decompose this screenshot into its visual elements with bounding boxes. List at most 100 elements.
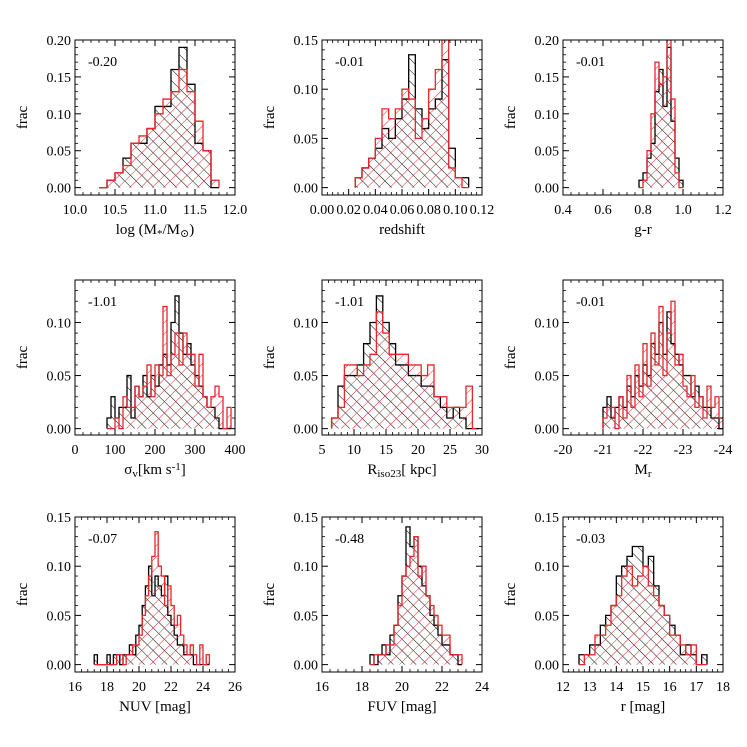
bar — [175, 333, 179, 429]
bar — [119, 654, 123, 665]
y-tick-label: 0.15 — [535, 511, 560, 526]
bar — [455, 177, 462, 188]
bar — [635, 364, 639, 429]
bar — [446, 635, 450, 665]
bar — [430, 605, 434, 665]
bar — [623, 418, 627, 429]
bar — [627, 375, 631, 429]
bar — [331, 418, 338, 429]
bar — [193, 654, 197, 665]
panel-5: 5 10 15 20 25 30 0.00 0.05 0.10 frac Riso23[ kpc] -… — [262, 279, 489, 480]
bar — [440, 396, 447, 429]
bar — [111, 396, 115, 429]
x-tick-label: 26 — [228, 680, 242, 695]
series-red — [579, 565, 707, 666]
bar — [177, 615, 181, 665]
bar — [363, 364, 370, 429]
bar — [147, 128, 155, 188]
panel-6: -20 -21 -22 -23 -24 0.00 0.05 0.10 frac Mr -0.01 — [503, 279, 732, 480]
bar — [655, 62, 659, 188]
panel-7: 16 18 20 22 24 26 0.00 0.05 0.10 0.15 frac NUV [mag… — [15, 511, 242, 715]
bar — [94, 654, 98, 665]
bar — [414, 536, 418, 665]
bar — [621, 576, 627, 665]
bar — [422, 566, 426, 665]
x-tick-label: 12 — [556, 680, 570, 695]
bar — [659, 84, 663, 188]
plot-area — [602, 300, 723, 430]
x-tick-label: 16 — [315, 680, 329, 695]
x-tick-label: 18 — [355, 680, 369, 695]
bar — [206, 654, 210, 665]
y-tick-label: 0.10 — [535, 108, 560, 123]
bar — [667, 333, 671, 429]
bar — [607, 407, 611, 429]
x-tick-label: 200 — [145, 443, 166, 458]
y-tick-label: 0.00 — [535, 659, 560, 674]
panel-4: 0 100 200 300 400 0.00 0.05 0.10 frac σv[km s-1] -… — [15, 279, 246, 480]
bar — [389, 354, 396, 429]
bar — [127, 375, 131, 429]
bar — [448, 167, 456, 188]
x-tick-label: 0.10 — [443, 203, 468, 218]
bar — [643, 343, 647, 429]
bar — [675, 635, 681, 665]
bar — [147, 364, 151, 429]
bar — [167, 375, 171, 429]
bar — [161, 576, 165, 665]
series-outline — [99, 68, 220, 189]
bar — [179, 364, 183, 429]
bar — [394, 625, 398, 665]
bar — [442, 635, 446, 665]
bar — [378, 654, 382, 665]
series-outline — [354, 40, 469, 189]
bar — [627, 566, 633, 665]
bar — [434, 615, 438, 665]
bar — [422, 118, 429, 188]
y-axis-label: frac — [15, 583, 31, 607]
bar — [453, 407, 460, 429]
axes-frame — [74, 516, 236, 673]
y-tick-label: 0.05 — [535, 145, 560, 160]
y-tick-label: 0.05 — [294, 609, 319, 624]
bar — [648, 585, 654, 665]
bar — [183, 333, 187, 429]
bar — [355, 177, 362, 188]
bar — [707, 386, 711, 429]
bar — [191, 354, 195, 429]
y-tick-label: 0.10 — [47, 560, 72, 575]
x-tick-label: 0.8 — [634, 203, 652, 218]
bar — [685, 654, 691, 665]
x-tick-label: 11.0 — [143, 203, 167, 218]
bar — [338, 407, 345, 429]
y-tick-label: 0.10 — [294, 560, 319, 575]
bar — [663, 375, 667, 429]
bar — [375, 138, 382, 188]
bar — [410, 556, 414, 665]
bar — [647, 150, 651, 188]
bar — [605, 625, 611, 665]
y-axis-label: frac — [262, 106, 278, 130]
bar — [131, 407, 135, 429]
y-tick-label: 0.00 — [294, 182, 319, 197]
y-tick-label: 0.00 — [47, 659, 72, 674]
bar — [126, 654, 130, 665]
x-tick-label: 15 — [379, 443, 393, 458]
x-axis-label: log (M*/M⊙) — [116, 222, 194, 240]
bar — [187, 354, 191, 429]
bar — [180, 635, 184, 665]
x-tick-label: 22 — [164, 680, 178, 695]
bar — [643, 180, 647, 188]
panel-annotation: -0.01 — [335, 55, 364, 70]
bar — [164, 605, 168, 665]
bar — [131, 143, 139, 188]
bar — [123, 654, 127, 665]
y-tick-label: 0.20 — [47, 34, 72, 49]
y-tick-label: 0.15 — [535, 71, 560, 86]
bar — [195, 386, 199, 429]
x-tick-label: 0.04 — [363, 203, 388, 218]
bar — [647, 386, 651, 429]
x-tick-label: 0.00 — [310, 203, 335, 218]
y-tick-label: 0.10 — [535, 316, 560, 331]
bar — [442, 40, 449, 188]
